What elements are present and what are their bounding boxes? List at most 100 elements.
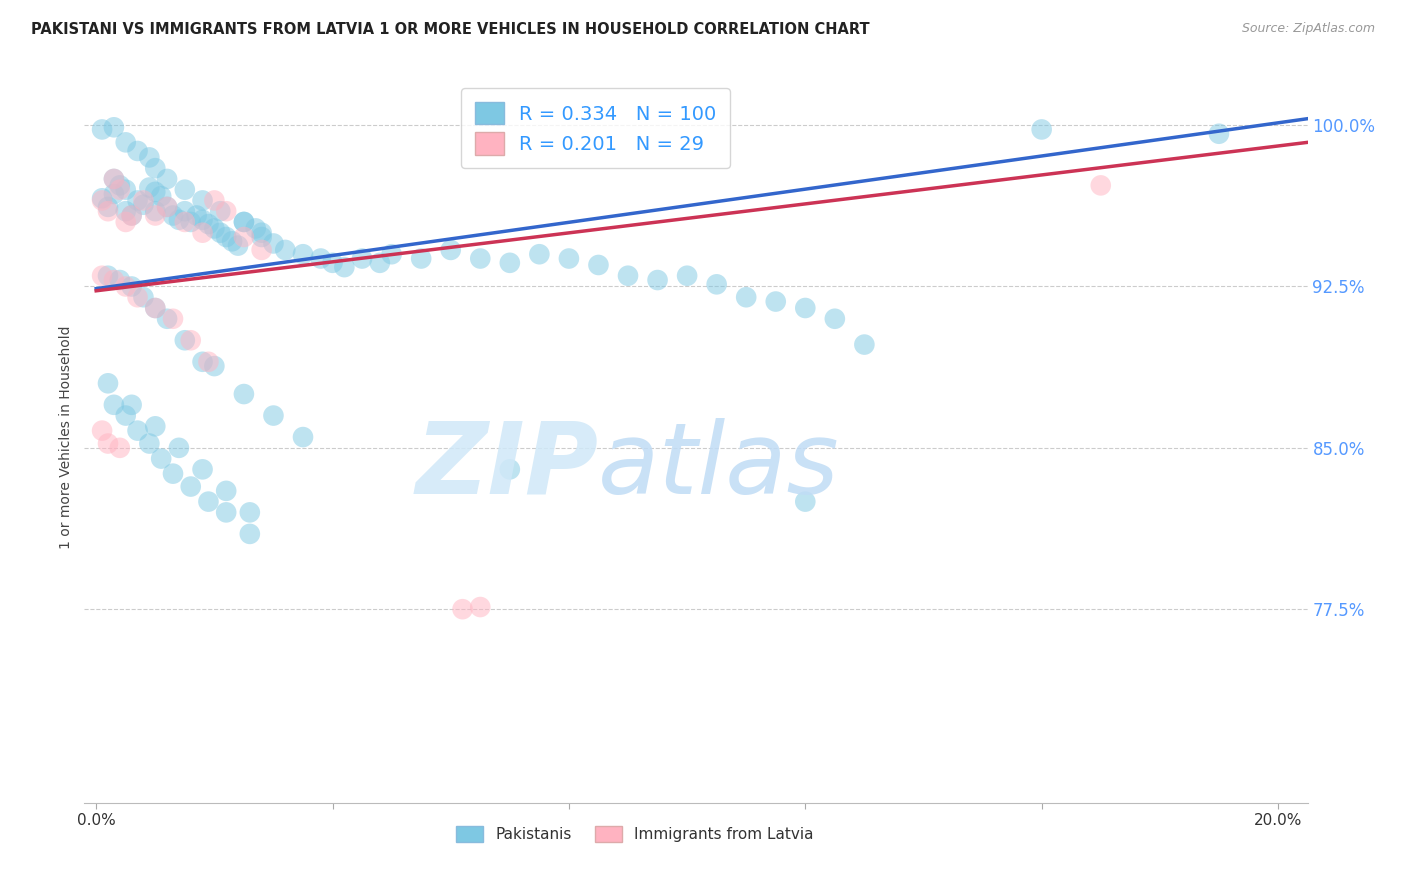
Point <box>215 204 238 219</box>
Point <box>765 294 787 309</box>
Point <box>114 136 136 150</box>
Point <box>232 215 254 229</box>
Text: PAKISTANI VS IMMIGRANTS FROM LATVIA 1 OR MORE VEHICLES IN HOUSEHOLD CORRELATION : PAKISTANI VS IMMIGRANTS FROM LATVIA 1 OR… <box>31 22 869 37</box>
Point <box>529 247 551 261</box>
Point <box>91 194 114 208</box>
Point <box>167 212 190 227</box>
Point <box>197 355 219 369</box>
Point <box>647 273 669 287</box>
Point <box>156 172 179 186</box>
Point <box>853 337 876 351</box>
Point <box>114 215 136 229</box>
Point <box>209 204 232 219</box>
Point <box>97 436 120 450</box>
Point <box>292 430 315 444</box>
Point <box>108 273 131 287</box>
Point <box>588 258 610 272</box>
Point <box>127 194 149 208</box>
Point <box>91 191 114 205</box>
Point <box>103 186 125 201</box>
Legend: Pakistanis, Immigrants from Latvia: Pakistanis, Immigrants from Latvia <box>449 819 821 850</box>
Point <box>215 230 238 244</box>
Point <box>411 252 433 266</box>
Point <box>215 505 238 519</box>
Point <box>226 238 249 252</box>
Point <box>202 221 225 235</box>
Point <box>1208 127 1230 141</box>
Point <box>180 479 202 493</box>
Point <box>202 359 225 373</box>
Point <box>127 290 149 304</box>
Point <box>97 200 120 214</box>
Point <box>794 494 817 508</box>
Point <box>143 301 166 315</box>
Point <box>103 398 125 412</box>
Point <box>108 183 131 197</box>
Point <box>108 441 131 455</box>
Point <box>138 436 160 450</box>
Point <box>1031 122 1053 136</box>
Point <box>156 311 179 326</box>
Point <box>274 243 297 257</box>
Point <box>180 215 202 229</box>
Point <box>262 236 284 251</box>
Point <box>143 209 166 223</box>
Point <box>97 204 120 219</box>
Point <box>368 256 391 270</box>
Point <box>114 279 136 293</box>
Point <box>197 217 219 231</box>
Point <box>239 527 262 541</box>
Point <box>143 185 166 199</box>
Point <box>499 256 522 270</box>
Point <box>162 467 184 481</box>
Point <box>250 243 273 257</box>
Point <box>221 235 243 249</box>
Point <box>794 301 817 315</box>
Text: ZIP: ZIP <box>415 417 598 515</box>
Point <box>180 333 202 347</box>
Point <box>121 398 143 412</box>
Point <box>333 260 356 274</box>
Point <box>138 180 160 194</box>
Point <box>97 376 120 391</box>
Point <box>103 172 125 186</box>
Point <box>150 189 173 203</box>
Point <box>191 194 214 208</box>
Point <box>191 212 214 227</box>
Point <box>202 194 225 208</box>
Point <box>121 279 143 293</box>
Point <box>824 311 846 326</box>
Point <box>121 209 143 223</box>
Point <box>114 204 136 219</box>
Point <box>232 387 254 401</box>
Y-axis label: 1 or more Vehicles in Household: 1 or more Vehicles in Household <box>59 326 73 549</box>
Point <box>132 194 155 208</box>
Point <box>191 462 214 476</box>
Point <box>132 198 155 212</box>
Point <box>558 252 581 266</box>
Point <box>191 226 214 240</box>
Point <box>108 178 131 193</box>
Point <box>191 355 214 369</box>
Point <box>232 230 254 244</box>
Point <box>735 290 758 304</box>
Point <box>706 277 728 292</box>
Point <box>451 602 474 616</box>
Point <box>103 120 125 135</box>
Point <box>114 409 136 423</box>
Point <box>215 483 238 498</box>
Text: atlas: atlas <box>598 417 839 515</box>
Point <box>143 301 166 315</box>
Point <box>103 273 125 287</box>
Point <box>143 419 166 434</box>
Point <box>239 505 262 519</box>
Point <box>245 221 267 235</box>
Point <box>250 230 273 244</box>
Point <box>292 247 315 261</box>
Point <box>173 204 195 219</box>
Point <box>381 247 404 261</box>
Point <box>173 183 195 197</box>
Point <box>156 200 179 214</box>
Point <box>114 183 136 197</box>
Point <box>143 204 166 219</box>
